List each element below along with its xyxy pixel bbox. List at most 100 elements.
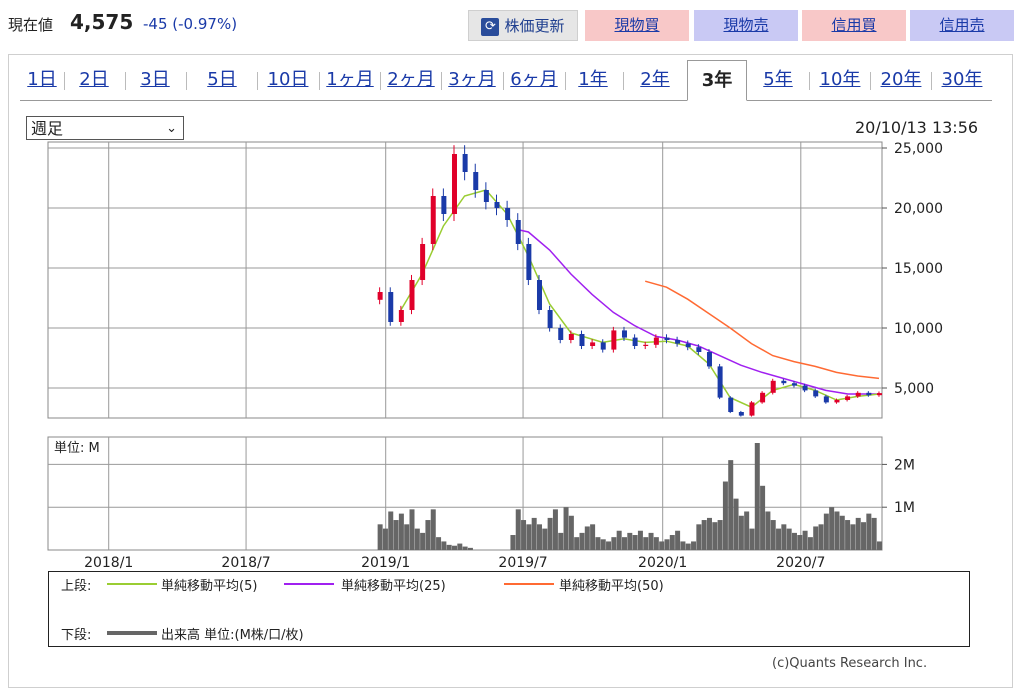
legend-ma5: 単純移動平均(5) (161, 579, 258, 594)
candle-body (855, 392, 861, 397)
volume-bar (781, 524, 787, 550)
candle-body (696, 347, 702, 352)
current-price: 4,575 (70, 10, 134, 34)
volume-bar (637, 530, 643, 550)
volume-bar (791, 532, 797, 550)
volume-y-tick-label: 1M (894, 500, 915, 516)
volume-bar (728, 460, 734, 550)
cash-sell-button[interactable]: 現物売 (694, 10, 798, 41)
volume-bar (457, 543, 463, 550)
candle-body (430, 196, 436, 244)
tab-2y[interactable]: 2年 (640, 69, 670, 90)
candle-body (494, 202, 500, 208)
tab-3m[interactable]: 3ヶ月 (448, 69, 496, 90)
volume-bar (813, 526, 819, 550)
candle-body (760, 392, 766, 403)
refresh-price-button[interactable]: ⟳ 株価更新 (468, 10, 578, 41)
candle-body (590, 342, 596, 346)
volume-bar (515, 509, 521, 550)
volume-bar (430, 509, 436, 550)
volume-bar (584, 526, 590, 550)
volume-bar (521, 520, 527, 550)
volume-bar (393, 520, 399, 550)
candle-body (675, 340, 681, 344)
tab-30y[interactable]: 30年 (941, 69, 983, 90)
volume-bar (446, 544, 452, 550)
tab-3y[interactable]: 3年 (687, 60, 747, 101)
volume-bar (701, 520, 707, 550)
volume-bar (653, 537, 659, 550)
volume-bar (643, 537, 649, 550)
volume-bar (377, 524, 383, 550)
copyright: (c)Quants Research Inc. (772, 656, 928, 671)
period-tabs: 1日 2日 3日 5日 10日 1ヶ月 2ヶ月 3ヶ月 6ヶ月 1年 2年 3年… (20, 60, 992, 101)
volume-bar (526, 524, 532, 550)
volume-bar (754, 443, 760, 550)
tab-3d[interactable]: 3日 (140, 69, 170, 90)
volume-bar (675, 530, 681, 550)
volume-bar (733, 498, 739, 550)
price-plot-area (47, 141, 883, 419)
legend-upper-label: 上段: (61, 579, 92, 594)
margin-buy-button[interactable]: 信用買 (802, 10, 906, 41)
candle-body (866, 392, 872, 396)
tab-2d[interactable]: 2日 (79, 69, 109, 90)
candle-body (876, 393, 882, 396)
volume-bar (568, 515, 574, 550)
volume-bar (659, 541, 665, 550)
candle-body (600, 342, 606, 350)
volume-bar (861, 522, 867, 550)
volume-bar (648, 532, 654, 550)
chart-panel (8, 54, 1013, 688)
tab-1d[interactable]: 1日 (27, 69, 57, 90)
volume-bar (823, 513, 829, 550)
legend-ma50: 単純移動平均(50) (559, 579, 664, 594)
tab-5y[interactable]: 5年 (763, 69, 793, 90)
candle-body (558, 328, 564, 340)
chart-legend: 上段: 単純移動平均(5) 単純移動平均(25) 単純移動平均(50) 下段: … (48, 571, 970, 647)
tab-1y[interactable]: 1年 (578, 69, 608, 90)
tab-5d[interactable]: 5日 (207, 69, 237, 90)
x-tick-label: 2019/1 (361, 555, 410, 571)
volume-bar (536, 524, 542, 550)
margin-sell-button[interactable]: 信用売 (910, 10, 1014, 41)
tab-1m[interactable]: 1ヶ月 (326, 69, 374, 90)
tab-10y[interactable]: 10年 (819, 69, 861, 90)
candle-body (420, 244, 426, 280)
candle-body (398, 310, 404, 322)
tab-10d[interactable]: 10日 (267, 69, 309, 90)
volume-bar (717, 520, 723, 550)
cash-buy-button[interactable]: 現物買 (585, 10, 689, 41)
candle-body (409, 280, 415, 310)
volume-bar (712, 522, 718, 550)
volume-bar (664, 539, 670, 550)
candle-body (536, 280, 542, 310)
candle-body (526, 244, 532, 280)
legend-lower-label: 下段: (61, 628, 92, 643)
tab-6m[interactable]: 6ヶ月 (510, 69, 558, 90)
tab-2m[interactable]: 2ヶ月 (387, 69, 435, 90)
volume-bar (606, 541, 612, 550)
refresh-icon: ⟳ (481, 17, 500, 36)
x-tick-label: 2020/7 (776, 555, 825, 571)
volume-bar (627, 532, 633, 550)
ma50-line (644, 280, 880, 380)
volume-bar (786, 528, 792, 550)
volume-bar (420, 532, 426, 550)
candle-body (728, 397, 734, 412)
interval-select[interactable]: 週足 ⌄ (26, 116, 184, 140)
legend-ma25-swatch (284, 583, 334, 585)
candle-body (749, 402, 755, 416)
candle-body (632, 337, 638, 346)
candle-body (621, 330, 627, 338)
candle-body (791, 383, 797, 386)
volume-bar (542, 528, 548, 550)
volume-bar (579, 532, 585, 550)
candle-body (770, 380, 776, 393)
volume-bar (441, 541, 447, 550)
tab-20y[interactable]: 20年 (880, 69, 922, 90)
volume-bar (600, 539, 606, 550)
candle-body (568, 334, 574, 340)
volume-bar (722, 481, 728, 550)
